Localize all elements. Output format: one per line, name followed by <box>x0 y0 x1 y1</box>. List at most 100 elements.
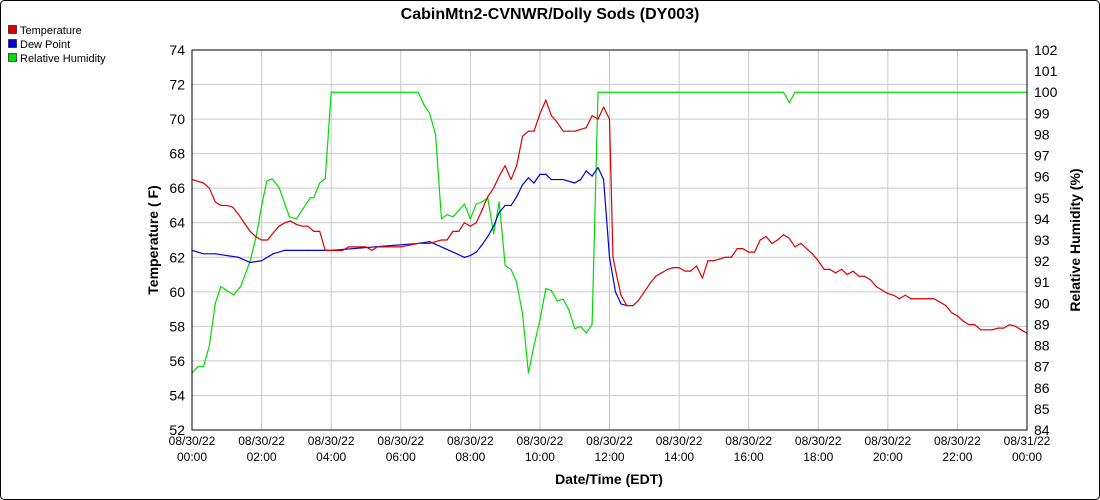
series-segment <box>539 99 547 115</box>
series-segment <box>678 267 686 272</box>
series-segment <box>458 222 466 232</box>
x-tick-date-label: 08/30/22 <box>725 434 772 448</box>
x-tick-date-label: 08/30/22 <box>656 434 703 448</box>
x-tick-date-label: 08/30/22 <box>795 434 842 448</box>
x-tick-time-label: 20:00 <box>873 450 903 464</box>
series-segment <box>516 135 524 167</box>
x-tick-date-label: 08/30/22 <box>447 434 494 448</box>
series-segment <box>446 230 454 241</box>
chart-title: CabinMtn2-CVNWR/Dolly Sods (DY003) <box>401 6 700 23</box>
y-right-tick-label: 87 <box>1034 359 1050 375</box>
series-segment <box>191 366 199 374</box>
series-segment <box>429 112 437 136</box>
series-segment <box>806 248 813 255</box>
y-axis-left-ticks: 52 54 56 58 60 62 64 66 68 70 72 74 <box>169 42 185 438</box>
series-segment <box>434 239 443 243</box>
series-segment <box>493 211 500 227</box>
series-segment <box>249 230 257 238</box>
series-segment <box>904 294 912 300</box>
series-temperature <box>191 99 1028 334</box>
series-segment <box>574 325 582 330</box>
y-left-tick-label: 54 <box>169 387 185 403</box>
legend-label: Relative Humidity <box>20 53 106 65</box>
legend-swatch <box>8 25 17 34</box>
series-segment <box>469 222 477 227</box>
series-relative-humidity <box>191 91 1028 374</box>
series-segment <box>498 204 506 213</box>
series-segment <box>527 177 535 184</box>
series-segment <box>550 290 558 302</box>
series-segment <box>423 104 431 114</box>
series-segment <box>829 268 837 274</box>
series-segment <box>481 235 489 246</box>
series-segment <box>991 327 999 331</box>
series-segment <box>233 285 242 296</box>
series-segment <box>191 178 205 184</box>
series-segment <box>469 203 477 220</box>
series-segment <box>475 210 483 224</box>
series-segment <box>794 242 802 248</box>
series-segment <box>962 320 970 326</box>
x-tick-date-label: 08/30/22 <box>238 434 285 448</box>
series-segment <box>371 246 379 251</box>
y-right-tick-label: 102 <box>1034 42 1058 58</box>
y-left-tick-label: 72 <box>169 77 185 93</box>
series-segment <box>226 204 234 208</box>
series-segment <box>289 220 297 226</box>
series-segment <box>580 127 587 131</box>
series-segment <box>562 298 570 311</box>
series-segment <box>591 166 599 177</box>
y-left-tick-label: 58 <box>169 318 185 334</box>
series-segment <box>869 279 877 288</box>
series-segment <box>481 196 489 212</box>
series-segment <box>208 187 216 203</box>
series-segment <box>278 222 286 227</box>
x-axis-label: Date/Time (EDT) <box>555 471 663 487</box>
series-segment <box>266 232 274 241</box>
x-tick-time-label: 04:00 <box>316 450 346 464</box>
series-segment <box>440 214 448 220</box>
series-segment <box>510 268 518 283</box>
x-tick-time-label: 00:00 <box>1012 450 1042 464</box>
series-segment <box>220 285 228 292</box>
series-segment <box>695 265 703 279</box>
series-segment <box>556 298 564 302</box>
series-segment <box>782 91 790 104</box>
series-segment <box>597 166 605 181</box>
x-tick-time-label: 22:00 <box>942 450 972 464</box>
series-segment <box>608 118 614 258</box>
series-segment <box>887 292 895 296</box>
series-segment <box>689 265 698 272</box>
series-segment <box>516 281 524 315</box>
series-segment <box>440 246 454 253</box>
x-tick-date-label: 08/30/22 <box>586 434 633 448</box>
x-tick-date-label: 08/30/22 <box>308 434 355 448</box>
series-segment <box>835 268 843 274</box>
x-tick-time-label: 06:00 <box>386 450 416 464</box>
series-segment <box>533 113 541 132</box>
y-left-tick-label: 62 <box>169 249 185 265</box>
series-segment <box>701 260 709 279</box>
series-segment <box>933 298 941 303</box>
y-right-tick-label: 98 <box>1034 126 1050 142</box>
series-segment <box>249 235 257 262</box>
series-segment <box>550 115 558 124</box>
plot-series <box>191 91 1028 374</box>
series-segment <box>643 282 651 293</box>
y-right-tick-label: 86 <box>1034 380 1050 396</box>
series-segment <box>562 178 576 184</box>
legend: Temperature Dew Point Relative Humidity <box>8 25 106 65</box>
y-right-tick-label: 89 <box>1034 316 1050 332</box>
series-segment <box>521 130 530 137</box>
y-left-tick-label: 66 <box>169 180 185 196</box>
y-right-tick-label: 100 <box>1034 84 1058 100</box>
y-right-tick-label: 95 <box>1034 190 1050 206</box>
series-segment <box>278 186 286 205</box>
y-axis-right-label: Relative Humidity (%) <box>1067 168 1083 311</box>
series-segment <box>591 115 599 120</box>
series-segment <box>307 225 315 232</box>
series-segment <box>742 248 750 253</box>
series-segment <box>574 128 582 132</box>
series-segment <box>272 249 286 255</box>
